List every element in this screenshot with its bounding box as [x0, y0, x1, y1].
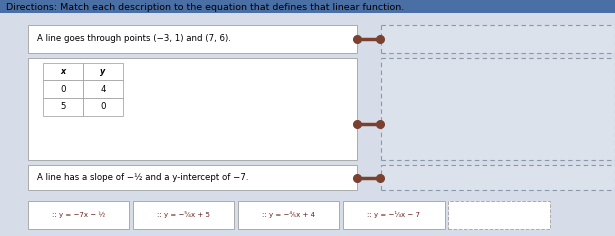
FancyBboxPatch shape — [28, 165, 357, 190]
Text: 0: 0 — [100, 102, 106, 111]
Text: :: y = −¹⁄₃x − 7: :: y = −¹⁄₃x − 7 — [367, 211, 421, 218]
FancyBboxPatch shape — [43, 63, 83, 80]
Text: A line has a slope of −½ and a y-intercept of −7.: A line has a slope of −½ and a y-interce… — [37, 173, 248, 182]
FancyBboxPatch shape — [0, 0, 615, 13]
Text: Directions: Match each description to the equation that defines that linear func: Directions: Match each description to th… — [6, 3, 405, 12]
FancyBboxPatch shape — [381, 25, 615, 53]
Text: :: y = −⁴⁄₅x + 4: :: y = −⁴⁄₅x + 4 — [262, 211, 315, 218]
Text: A line goes through points (−3, 1) and (7, 6).: A line goes through points (−3, 1) and (… — [37, 34, 231, 43]
FancyBboxPatch shape — [28, 58, 357, 160]
Text: :: y = −7x − ½: :: y = −7x − ½ — [52, 212, 105, 218]
FancyBboxPatch shape — [448, 201, 550, 229]
Text: y: y — [100, 67, 106, 76]
FancyBboxPatch shape — [133, 201, 234, 229]
Text: :: y = −⁵⁄₄x + 5: :: y = −⁵⁄₄x + 5 — [157, 211, 210, 218]
FancyBboxPatch shape — [83, 98, 123, 116]
FancyBboxPatch shape — [381, 58, 615, 160]
FancyBboxPatch shape — [43, 98, 83, 116]
FancyBboxPatch shape — [28, 25, 357, 53]
FancyBboxPatch shape — [28, 201, 129, 229]
FancyBboxPatch shape — [238, 201, 339, 229]
Text: x: x — [60, 67, 66, 76]
FancyBboxPatch shape — [83, 63, 123, 80]
FancyBboxPatch shape — [381, 165, 615, 190]
Text: 4: 4 — [100, 84, 106, 94]
FancyBboxPatch shape — [83, 80, 123, 98]
Text: 0: 0 — [60, 84, 66, 94]
FancyBboxPatch shape — [43, 80, 83, 98]
Text: 5: 5 — [60, 102, 66, 111]
FancyBboxPatch shape — [343, 201, 445, 229]
